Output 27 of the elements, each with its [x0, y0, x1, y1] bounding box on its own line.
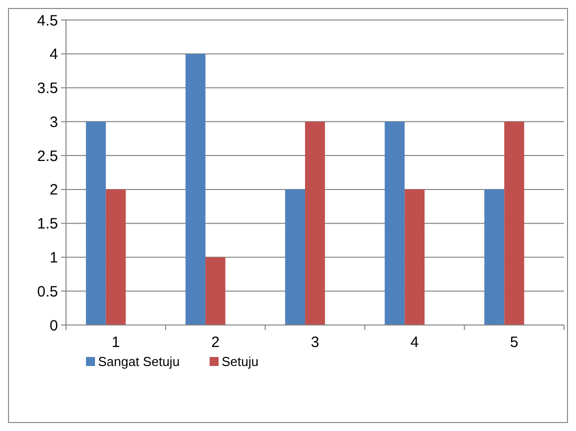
x-tick-label: 1 — [112, 334, 120, 351]
y-tick-label: 2.5 — [37, 148, 58, 165]
y-tick-label: 2 — [50, 182, 58, 199]
y-tick-label: 1 — [50, 249, 58, 266]
y-tick-label: 3 — [50, 114, 58, 131]
bar — [186, 54, 206, 325]
x-tick-label: 4 — [410, 334, 419, 351]
bar — [384, 122, 405, 325]
x-tick-label: 3 — [310, 334, 320, 351]
y-tick-label: 0.5 — [37, 283, 58, 300]
bar — [504, 122, 524, 325]
bar — [305, 122, 325, 325]
legend-label: Setuju — [222, 354, 258, 369]
y-tick-label: 1.5 — [37, 216, 58, 233]
bar — [106, 189, 126, 325]
bar — [205, 257, 226, 325]
bar — [285, 189, 306, 325]
x-tick-label: 5 — [510, 334, 518, 351]
y-tick-label: 4.5 — [37, 12, 58, 30]
y-tick-label: 0 — [50, 317, 58, 334]
y-tick-label: 3.5 — [37, 80, 58, 98]
bar — [86, 122, 106, 325]
legend-label: Sangat Setuju — [98, 354, 180, 369]
bar — [404, 189, 425, 325]
y-tick-label: 4 — [50, 46, 58, 64]
bar — [484, 189, 504, 325]
x-tick-label: 2 — [211, 334, 220, 351]
